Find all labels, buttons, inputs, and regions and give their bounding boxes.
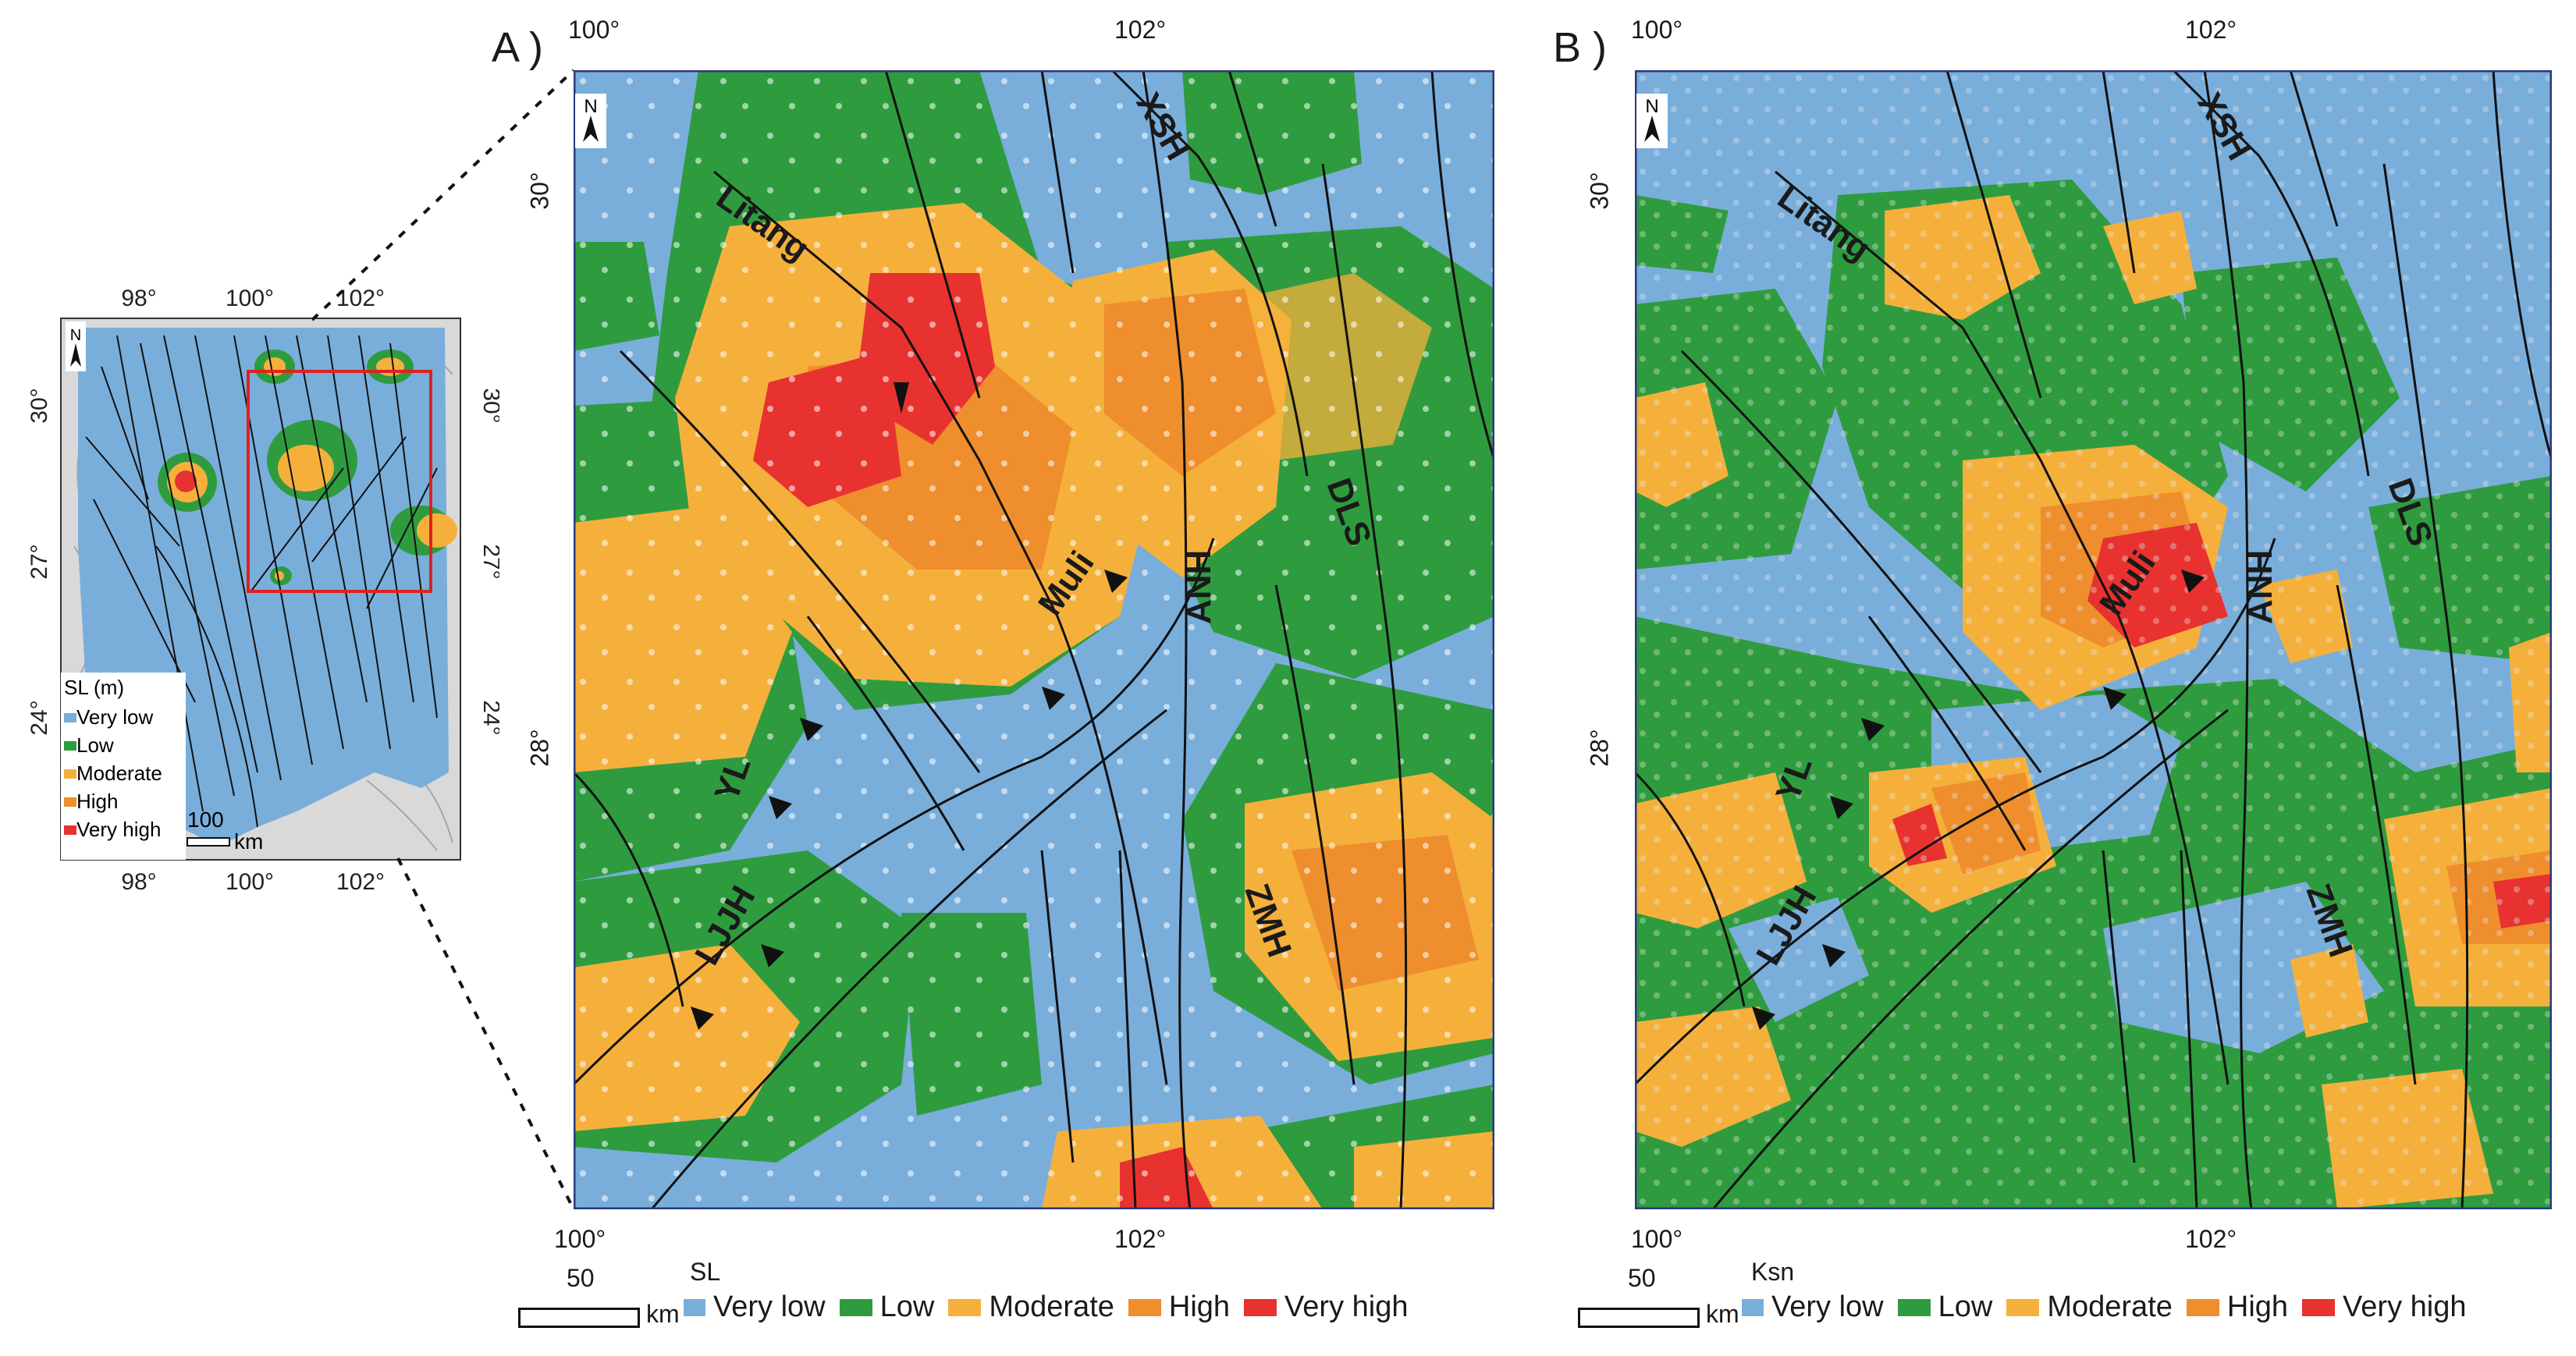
inset-left-tick-2: 24° (27, 700, 52, 735)
legend-swatch-low (1897, 1298, 1931, 1316)
inset-map: 98° 100° 102° 98° 100° 102° 30° 27° 24° … (27, 286, 499, 895)
inset-top-tick-2: 102° (336, 286, 385, 311)
inset-right-tick-1: 27° (478, 544, 499, 579)
inset-legend: SL (m) Very low Low Moderate High Very h… (61, 673, 263, 860)
legend-swatch-very-high (2302, 1298, 2336, 1316)
panel-b-north-arrow-icon: N (1636, 94, 1668, 148)
legend-swatch-high (2186, 1298, 2219, 1316)
inset-legend-item: Moderate (76, 761, 162, 785)
panel-a-scale-bar (518, 1308, 640, 1328)
legend-swatch-very-low (1742, 1298, 1764, 1316)
panel-b-letter: B ) (1553, 24, 1608, 71)
legend-swatch-moderate (2006, 1298, 2040, 1316)
legend-swatch-low (839, 1298, 872, 1316)
inset-legend-item: Very low (76, 705, 153, 729)
panel-b-scale-unit: km (1706, 1300, 1739, 1328)
panel-a-scale-unit: km (646, 1300, 680, 1328)
legend-item: Low (1938, 1290, 1993, 1323)
fault-lines (1635, 70, 2552, 1209)
inset-bottom-tick-1: 100° (226, 869, 274, 895)
panel-a-top-tick-0: 100° (568, 16, 620, 44)
inset-scale-unit: km (234, 829, 263, 854)
legend-item: Very high (1284, 1290, 1409, 1323)
panel-a-scale-value: 50 (567, 1264, 595, 1292)
inset-faults (85, 335, 438, 828)
inset-right-tick-2: 24° (478, 700, 499, 735)
panel-a-letter: A ) (492, 24, 544, 71)
legend-item: Very low (1771, 1290, 1884, 1323)
legend-swatch-very-high (1244, 1298, 1277, 1316)
legend-swatch-very-low (684, 1298, 705, 1316)
panel-b-top-tick-0: 100° (1631, 16, 1683, 44)
fault-lines (574, 70, 1494, 1209)
panel-a-legend: Very low Low Moderate High Very high (684, 1290, 1409, 1324)
legend-swatch-high (1128, 1298, 1161, 1316)
inset-left-tick-1: 27° (27, 544, 52, 579)
panel-b-left-tick-1: 28° (1585, 729, 1614, 767)
inset-top-tick-0: 98° (121, 286, 156, 311)
legend-item: High (1168, 1290, 1231, 1323)
thrust-triangles (1752, 570, 2205, 1030)
panel-b-top-tick-1: 102° (2185, 16, 2237, 44)
inset-scale-value: 100 (187, 808, 224, 832)
legend-item: High (2226, 1290, 2289, 1323)
zoom-connectors (312, 69, 575, 1210)
inset-legend-title: SL (m) (64, 676, 124, 699)
inset-north-arrow-icon: N (66, 321, 86, 371)
panel-b-bottom-tick-1: 102° (2185, 1225, 2237, 1253)
panel-b-scale-value: 50 (1628, 1264, 1656, 1292)
panel-b-legend-title: Ksn (1751, 1258, 1795, 1286)
panel-a-bottom-tick-0: 100° (554, 1225, 606, 1253)
panel-b-left-tick-0: 30° (1585, 172, 1614, 210)
legend-item: Very high (2343, 1290, 2467, 1323)
legend-item: Moderate (2047, 1290, 2173, 1323)
svg-text:N: N (1645, 96, 1658, 117)
fault-label-anh: ANH (1180, 550, 1218, 624)
panel-a-legend-title: SL (690, 1258, 721, 1286)
inset-bottom-tick-0: 98° (121, 869, 156, 895)
inset-left-tick-0: 30° (27, 388, 52, 423)
fault-label-anh: ANH (2241, 550, 2279, 624)
panel-b-scale-bar (1578, 1308, 1700, 1328)
svg-text:N: N (584, 96, 597, 117)
panel-a-north-arrow-icon: N (575, 94, 606, 148)
legend-swatch-moderate (948, 1298, 982, 1316)
panel-b-bottom-tick-0: 100° (1631, 1225, 1683, 1253)
legend-item: Moderate (989, 1290, 1114, 1323)
panel-a-bottom-tick-1: 102° (1114, 1225, 1167, 1253)
panel-b-legend: Very low Low Moderate High Very high (1742, 1290, 2467, 1324)
inset-legend-item: High (76, 790, 118, 813)
legend-item: Very low (713, 1290, 826, 1323)
thrust-triangles (691, 382, 1128, 1030)
svg-text:N: N (70, 327, 81, 344)
inset-legend-item: Low (76, 733, 114, 757)
legend-item: Low (879, 1290, 935, 1323)
inset-legend-item: Very high (76, 818, 161, 841)
inset-bottom-tick-2: 102° (336, 869, 385, 895)
panel-a-map: N XSH Litang DLS ANH Muli YL LJJH ZMH (574, 70, 1494, 1209)
stream-points (574, 70, 1494, 1209)
inset-top-tick-1: 100° (226, 286, 274, 311)
panel-a-left-tick-0: 30° (525, 172, 554, 210)
panel-a-top-tick-1: 102° (1114, 16, 1167, 44)
inset-extent-box (247, 370, 432, 593)
inset-right-tick-0: 30° (478, 388, 499, 423)
panel-a-left-tick-1: 28° (525, 729, 554, 767)
stream-points (1635, 70, 2552, 1209)
panel-b-map: N XSH Litang DLS ANH Muli YL LJJH ZMH (1635, 70, 2552, 1209)
